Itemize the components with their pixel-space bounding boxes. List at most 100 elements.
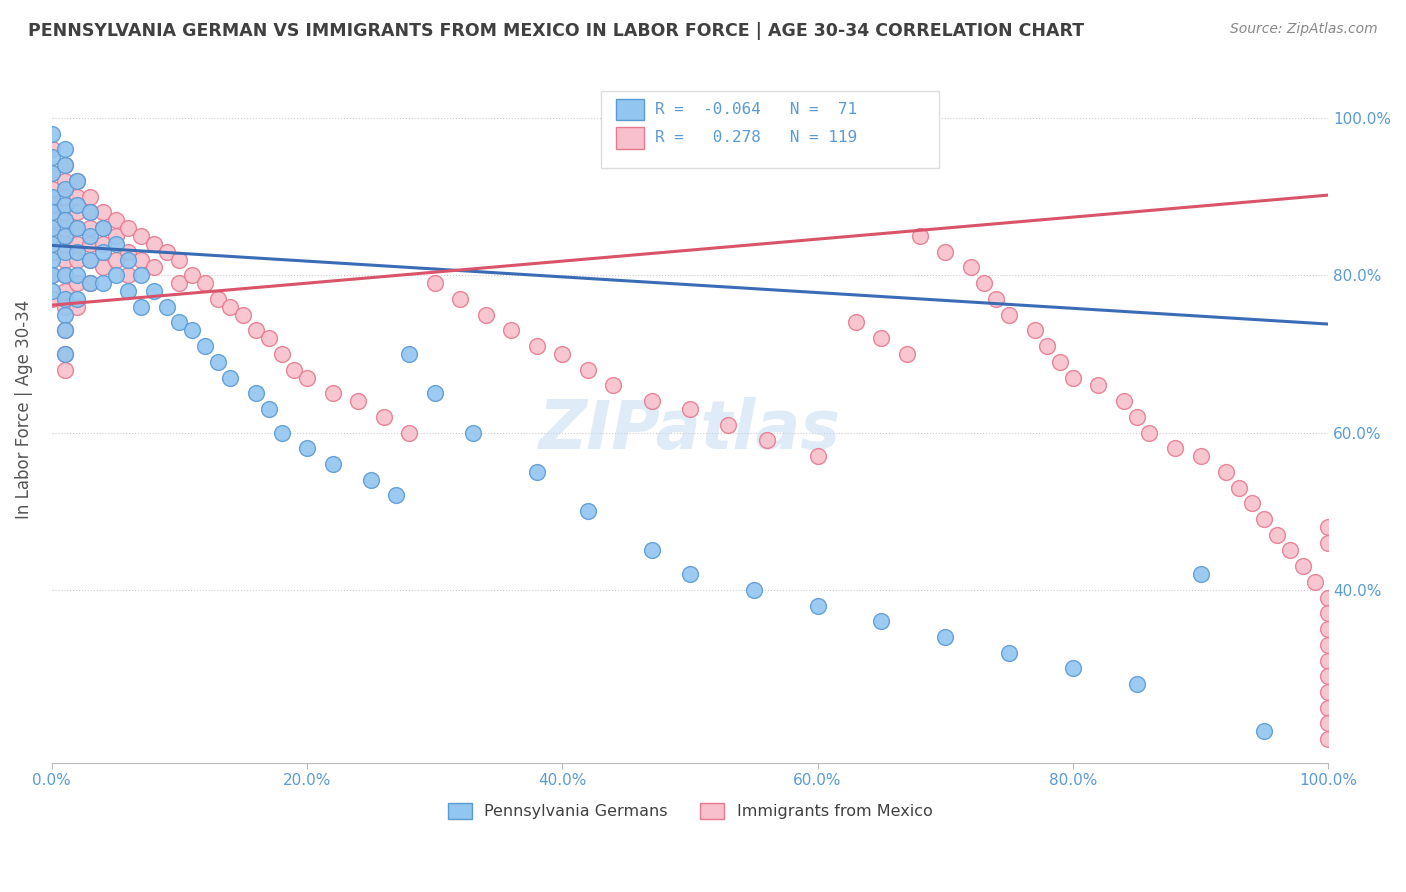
Point bbox=[845, 316, 868, 330]
Point bbox=[181, 323, 204, 337]
Point bbox=[1062, 370, 1084, 384]
Point bbox=[91, 205, 114, 219]
Point bbox=[1049, 355, 1071, 369]
Point bbox=[1317, 622, 1340, 636]
Point bbox=[232, 308, 254, 322]
Text: PENNSYLVANIA GERMAN VS IMMIGRANTS FROM MEXICO IN LABOR FORCE | AGE 30-34 CORRELA: PENNSYLVANIA GERMAN VS IMMIGRANTS FROM M… bbox=[28, 22, 1084, 40]
Point bbox=[91, 260, 114, 275]
Point bbox=[79, 236, 101, 251]
Point bbox=[66, 221, 89, 235]
Point bbox=[41, 150, 63, 164]
Point bbox=[91, 221, 114, 235]
Point bbox=[117, 244, 139, 259]
Point bbox=[79, 252, 101, 267]
Point bbox=[679, 401, 702, 416]
Text: ZIPatlas: ZIPatlas bbox=[538, 397, 841, 463]
Point bbox=[908, 229, 931, 244]
Point bbox=[1189, 567, 1212, 582]
Point bbox=[870, 331, 893, 345]
Point bbox=[207, 292, 229, 306]
Point bbox=[474, 308, 496, 322]
Point bbox=[53, 268, 76, 283]
Point bbox=[79, 252, 101, 267]
Point bbox=[53, 252, 76, 267]
Point bbox=[169, 276, 191, 290]
Point bbox=[41, 292, 63, 306]
Point bbox=[1291, 559, 1313, 574]
Point bbox=[41, 197, 63, 211]
Point bbox=[1227, 481, 1250, 495]
Point bbox=[717, 417, 740, 432]
Point bbox=[870, 614, 893, 628]
Point bbox=[91, 236, 114, 251]
Point bbox=[41, 229, 63, 244]
Point bbox=[806, 599, 828, 613]
Point bbox=[41, 213, 63, 227]
Point bbox=[526, 465, 548, 479]
Point bbox=[129, 229, 152, 244]
Point bbox=[461, 425, 484, 440]
Point bbox=[53, 284, 76, 298]
Point bbox=[53, 143, 76, 157]
Point bbox=[934, 244, 956, 259]
Point bbox=[449, 292, 471, 306]
Point bbox=[602, 378, 624, 392]
Point bbox=[169, 316, 191, 330]
Point bbox=[91, 244, 114, 259]
Point bbox=[640, 543, 662, 558]
Point bbox=[973, 276, 995, 290]
Point bbox=[104, 229, 127, 244]
FancyBboxPatch shape bbox=[616, 99, 644, 120]
Point bbox=[53, 308, 76, 322]
Point bbox=[1125, 677, 1147, 691]
Point bbox=[79, 189, 101, 203]
Point bbox=[142, 284, 165, 298]
Point bbox=[322, 386, 344, 401]
Point bbox=[104, 236, 127, 251]
Point bbox=[41, 189, 63, 203]
FancyBboxPatch shape bbox=[600, 90, 939, 169]
Point bbox=[117, 221, 139, 235]
Point bbox=[385, 488, 408, 502]
Point bbox=[53, 213, 76, 227]
Point bbox=[1253, 512, 1275, 526]
Point bbox=[347, 394, 370, 409]
Point bbox=[142, 260, 165, 275]
Point bbox=[998, 308, 1021, 322]
Point bbox=[959, 260, 981, 275]
Point bbox=[66, 174, 89, 188]
Point bbox=[219, 370, 242, 384]
Point bbox=[1265, 528, 1288, 542]
Point bbox=[91, 221, 114, 235]
Point bbox=[1317, 716, 1340, 731]
Point bbox=[66, 197, 89, 211]
Point bbox=[53, 182, 76, 196]
Point bbox=[66, 174, 89, 188]
Point bbox=[501, 323, 523, 337]
Point bbox=[156, 300, 179, 314]
Point bbox=[41, 252, 63, 267]
Point bbox=[219, 300, 242, 314]
Point bbox=[295, 442, 318, 456]
Point bbox=[1125, 409, 1147, 424]
Point bbox=[245, 386, 267, 401]
Point bbox=[41, 182, 63, 196]
Point bbox=[53, 347, 76, 361]
Point bbox=[181, 268, 204, 283]
Point bbox=[398, 347, 420, 361]
Point bbox=[66, 244, 89, 259]
Point bbox=[360, 473, 382, 487]
Point bbox=[1139, 425, 1161, 440]
Point bbox=[66, 205, 89, 219]
Point bbox=[53, 300, 76, 314]
Point bbox=[66, 221, 89, 235]
Point bbox=[245, 323, 267, 337]
Point bbox=[806, 449, 828, 463]
Point bbox=[270, 425, 292, 440]
Point bbox=[129, 252, 152, 267]
Point bbox=[423, 386, 446, 401]
Point bbox=[79, 205, 101, 219]
Point bbox=[1024, 323, 1046, 337]
Point bbox=[194, 276, 217, 290]
Point bbox=[1253, 724, 1275, 739]
